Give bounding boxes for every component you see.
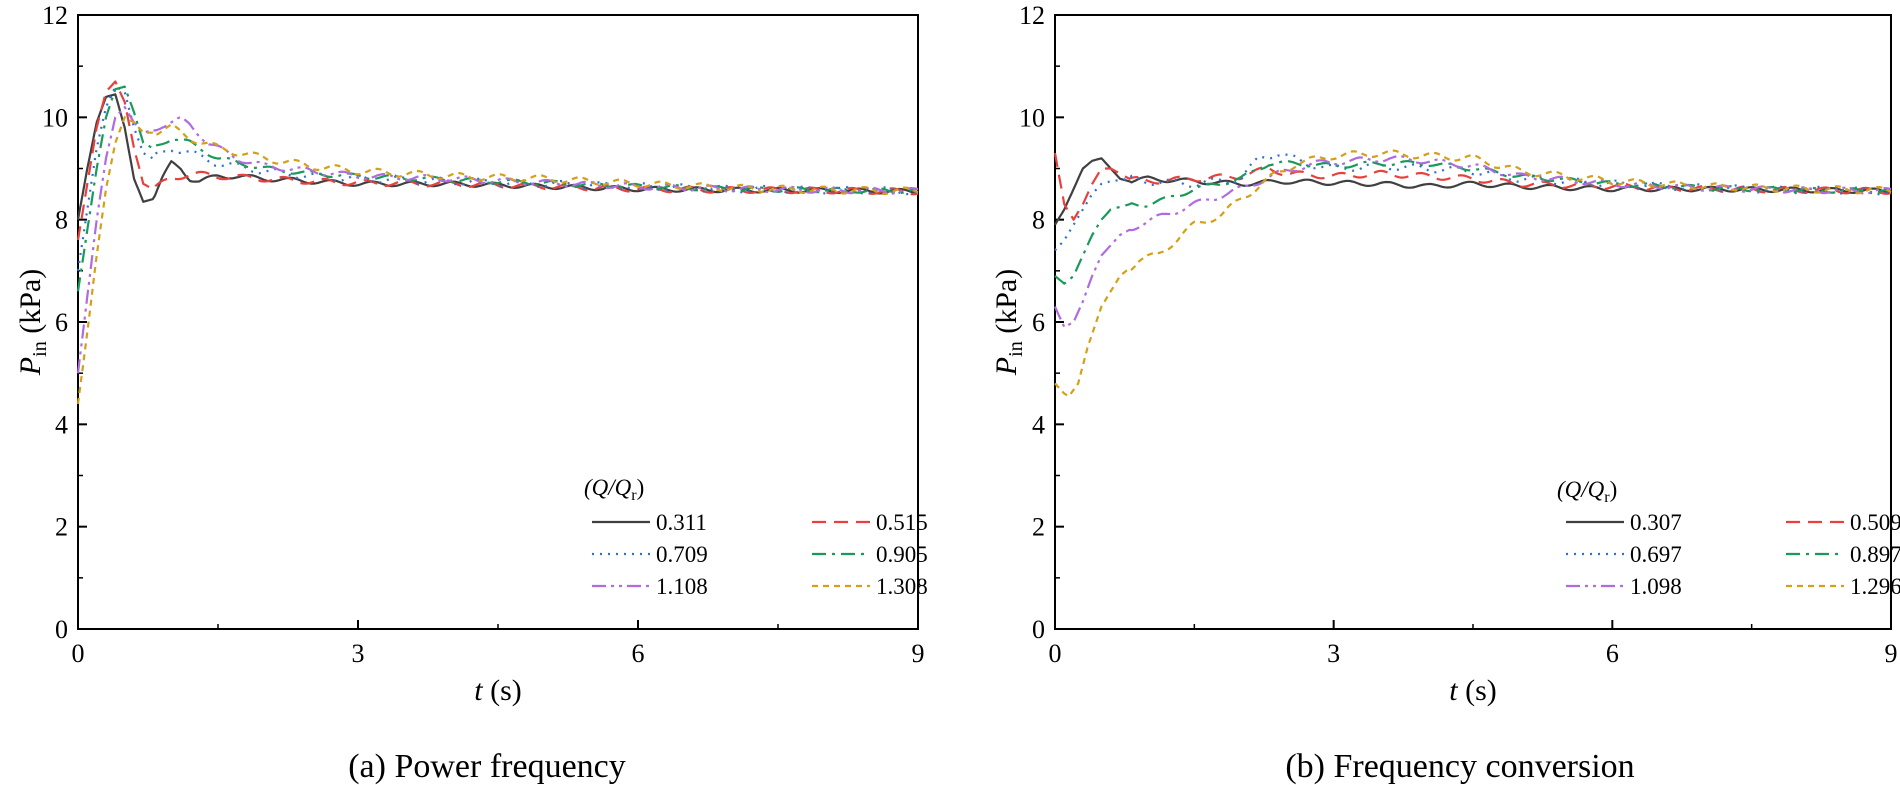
y-tick-label: 6 bbox=[1032, 308, 1045, 337]
y-tick-label: 12 bbox=[1019, 1, 1045, 30]
legend-label: 1.308 bbox=[876, 574, 928, 599]
axis-ticks: 0 3 6 9 0 2 4 6 8 10 12 bbox=[42, 1, 925, 668]
x-axis-label: t (s) bbox=[474, 674, 522, 707]
y-tick-label: 0 bbox=[55, 615, 68, 644]
y-tick-label: 8 bbox=[1032, 206, 1045, 235]
legend-label: 0.897 bbox=[1850, 542, 1900, 567]
caption: (b) Frequency conversion bbox=[1285, 748, 1634, 785]
x-axis-label: t (s) bbox=[1449, 674, 1497, 707]
series-line-1.308 bbox=[76, 116, 919, 405]
legend-label: 1.098 bbox=[1630, 574, 1682, 599]
chart-power-frequency: 0 3 6 9 0 2 4 6 8 10 12 t (s) Pin (kPa) (Q/Qr) 0.3… bbox=[14, 1, 928, 785]
x-tick-label: 6 bbox=[1606, 639, 1619, 668]
plot-frame bbox=[1054, 14, 1892, 630]
chart-frequency-conversion: 0 3 6 9 0 2 4 6 8 10 12 t (s) Pin (kPa) (Q/Qr) 0.3… bbox=[990, 1, 1900, 785]
legend-title: (Q/Qr) bbox=[584, 475, 644, 504]
x-tick-label: 3 bbox=[1327, 639, 1340, 668]
x-tick-label: 9 bbox=[912, 639, 925, 668]
y-tick-label: 0 bbox=[1032, 615, 1045, 644]
legend-label: 0.515 bbox=[876, 510, 928, 535]
legend-label: 0.307 bbox=[1630, 510, 1682, 535]
caption: (a) Power frequency bbox=[348, 748, 626, 785]
series-line-1.098 bbox=[1053, 155, 1892, 329]
legend-label: 0.311 bbox=[656, 510, 707, 535]
series-line-0.697 bbox=[1054, 153, 1892, 252]
legend-title: (Q/Qr) bbox=[1557, 477, 1617, 506]
y-tick-label: 2 bbox=[55, 513, 68, 542]
y-tick-label: 6 bbox=[55, 308, 68, 337]
series-line-0.509 bbox=[1053, 152, 1892, 221]
y-axis-label: Pin (kPa) bbox=[990, 269, 1027, 376]
x-tick-label: 0 bbox=[1049, 639, 1062, 668]
x-tick-label: 9 bbox=[1885, 639, 1898, 668]
y-tick-label: 2 bbox=[1032, 513, 1045, 542]
axis-ticks: 0 3 6 9 0 2 4 6 8 10 12 bbox=[1019, 1, 1898, 668]
legend: (Q/Qr) 0.307 0.509 0.697 0.897 1.098 1.296 bbox=[1557, 477, 1900, 599]
series-line-1.296 bbox=[1054, 149, 1892, 398]
series-line-1.108 bbox=[76, 105, 919, 374]
legend-label: 0.709 bbox=[656, 542, 708, 567]
y-tick-label: 8 bbox=[55, 206, 68, 235]
series-layer bbox=[76, 80, 919, 405]
series-line-0.311 bbox=[76, 93, 919, 220]
series-line-0.515 bbox=[76, 80, 919, 241]
series-line-0.905 bbox=[76, 85, 919, 292]
y-tick-label: 10 bbox=[1019, 103, 1045, 132]
y-tick-label: 4 bbox=[1032, 410, 1045, 439]
series-layer bbox=[1053, 149, 1892, 398]
legend-label: 0.697 bbox=[1630, 542, 1682, 567]
legend-entries: 0.307 0.509 0.697 0.897 1.098 1.296 bbox=[1566, 510, 1900, 599]
y-axis-label: Pin (kPa) bbox=[14, 269, 51, 376]
x-tick-label: 3 bbox=[352, 639, 365, 668]
x-tick-label: 0 bbox=[72, 639, 85, 668]
y-tick-label: 12 bbox=[42, 1, 68, 30]
legend-label: 1.296 bbox=[1850, 574, 1900, 599]
y-tick-label: 10 bbox=[42, 103, 68, 132]
legend-label: 0.509 bbox=[1850, 510, 1900, 535]
y-tick-label: 4 bbox=[55, 410, 68, 439]
x-tick-label: 6 bbox=[632, 639, 645, 668]
plot-frame bbox=[77, 14, 919, 630]
legend: (Q/Qr) 0.311 0.515 0.709 0.905 1.108 1.308 bbox=[584, 475, 928, 599]
legend-label: 1.108 bbox=[656, 574, 708, 599]
legend-entries: 0.311 0.515 0.709 0.905 1.108 1.308 bbox=[592, 510, 928, 599]
legend-label: 0.905 bbox=[876, 542, 928, 567]
